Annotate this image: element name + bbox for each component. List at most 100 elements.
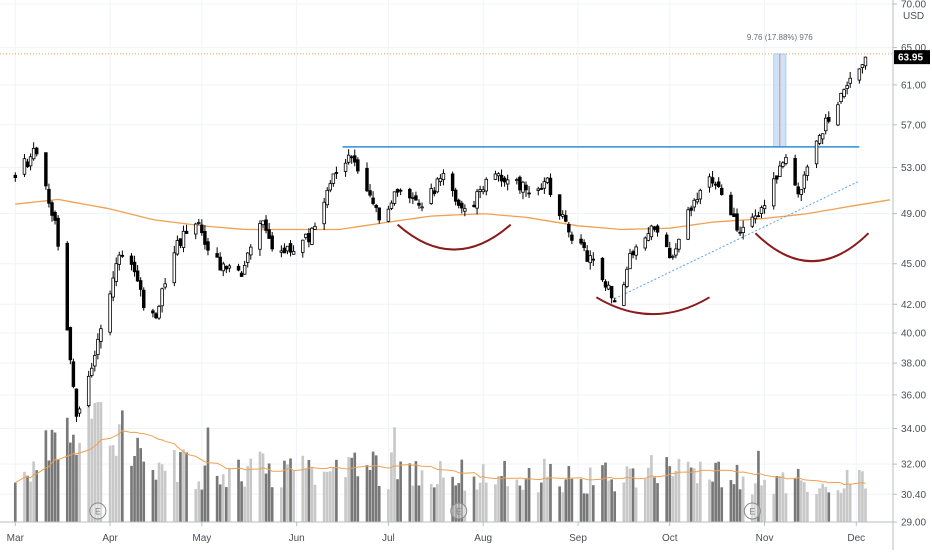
candle-body: [249, 246, 253, 256]
candle-body: [142, 289, 146, 309]
candle-body: [518, 176, 522, 191]
candle-body: [579, 238, 583, 244]
candle-body: [322, 201, 326, 225]
candle-body: [325, 189, 329, 206]
candle: [606, 281, 611, 291]
volume-bar: [420, 470, 424, 522]
volume-bar: [738, 489, 742, 522]
candle-body: [258, 223, 262, 250]
candle: [845, 81, 849, 95]
volume-bar: [842, 488, 846, 522]
candle: [65, 241, 70, 331]
candle: [365, 162, 369, 193]
volume-bar: [478, 482, 482, 522]
candle: [353, 149, 357, 167]
candle: [395, 188, 400, 197]
volume-bar: [29, 481, 32, 522]
volume-bar: [775, 475, 779, 522]
candle-body: [28, 156, 33, 167]
candle: [31, 142, 36, 161]
candle: [108, 290, 112, 336]
candle-body: [175, 240, 180, 255]
currency-label: USD: [903, 11, 924, 22]
candle-body: [25, 161, 30, 168]
candle: [68, 326, 73, 365]
candle-body: [557, 194, 562, 216]
candle: [698, 188, 703, 205]
volume-bar: [497, 475, 500, 522]
volume-bar: [356, 476, 360, 522]
candle-body: [536, 188, 540, 191]
candle-body: [796, 186, 800, 195]
candle-body: [710, 177, 715, 184]
candle-body: [215, 253, 219, 258]
candle: [13, 172, 18, 182]
candle: [536, 186, 540, 196]
candle-body: [288, 243, 293, 253]
candle-body: [178, 238, 183, 246]
volume-bar: [365, 465, 369, 522]
volume-bar: [634, 487, 638, 522]
candle-body: [50, 202, 54, 216]
volume-bar: [729, 480, 733, 522]
volume-bar: [176, 481, 179, 522]
candle-body: [643, 237, 648, 249]
candle: [692, 198, 696, 212]
candle-body: [346, 154, 351, 163]
candle: [548, 173, 553, 198]
volume-bar: [763, 479, 766, 522]
candle-body: [56, 217, 60, 247]
candle-body: [805, 166, 810, 176]
candle-body: [386, 208, 391, 222]
volume-bar: [344, 477, 347, 522]
candle: [322, 197, 326, 230]
candle: [313, 222, 317, 230]
candle: [582, 239, 586, 252]
candle: [772, 171, 776, 210]
candle-body: [181, 230, 186, 248]
candle-body: [612, 300, 617, 303]
volume-bar: [292, 471, 295, 522]
volume-bar: [481, 464, 485, 522]
candle-body: [53, 211, 57, 221]
candle: [720, 184, 724, 196]
candle-body: [264, 219, 268, 231]
candle-body: [301, 239, 305, 253]
volume-bar: [515, 479, 519, 522]
volume-bar: [117, 424, 121, 522]
candle: [325, 187, 329, 209]
earnings-marker-circle: [743, 502, 761, 520]
candle: [53, 210, 57, 225]
earnings-marker-circle: [450, 502, 468, 520]
candle-body: [420, 206, 424, 209]
candle: [56, 215, 60, 251]
volume-bar: [864, 488, 867, 522]
candle-body: [31, 147, 36, 160]
candle: [135, 265, 140, 282]
candle: [775, 175, 779, 184]
candle-body: [799, 189, 803, 195]
candle-body: [261, 220, 265, 226]
y-tick-label: 61.00: [901, 80, 926, 91]
candle-body: [68, 327, 73, 361]
candle-body: [677, 238, 681, 250]
candle-body: [671, 255, 675, 258]
candle-body: [848, 77, 852, 84]
volume-bar: [53, 432, 57, 522]
candle-body: [377, 207, 381, 221]
volume-bar: [601, 465, 604, 522]
candle-body: [99, 328, 103, 342]
y-tick-label: 36.00: [901, 390, 926, 401]
candle-body: [368, 190, 372, 196]
candle: [652, 225, 657, 232]
candle-body: [285, 245, 290, 252]
volume-bar: [332, 467, 335, 522]
candle: [496, 172, 501, 182]
candle-body: [481, 189, 485, 193]
candle: [460, 200, 464, 214]
candle-body: [193, 223, 198, 235]
volume-bar: [671, 476, 675, 522]
